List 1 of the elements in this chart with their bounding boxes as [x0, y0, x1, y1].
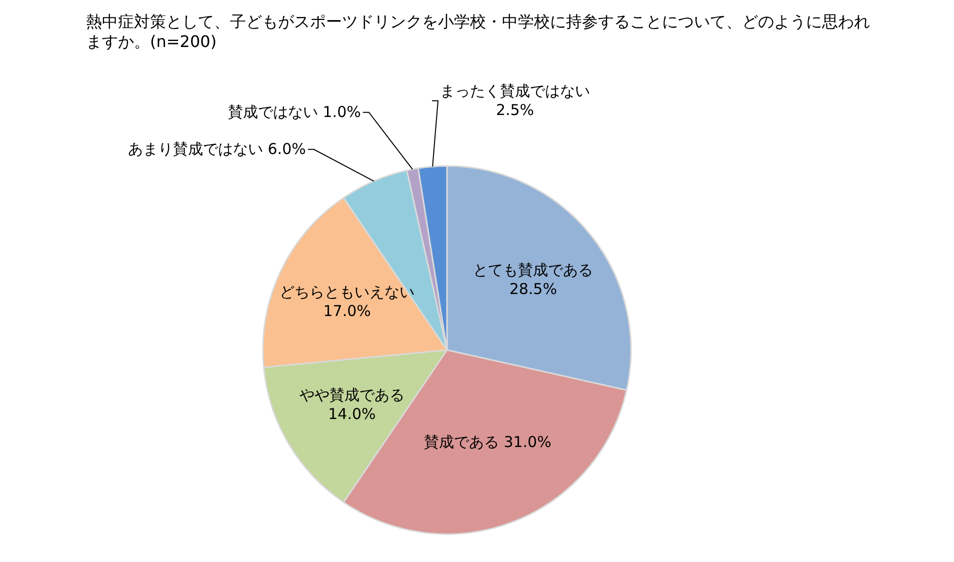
title: 熱中症対策として、子どもがスポーツドリンクを小学校・中学校に持参することについて、どのように思われますか。(n=200) [86, 12, 871, 52]
